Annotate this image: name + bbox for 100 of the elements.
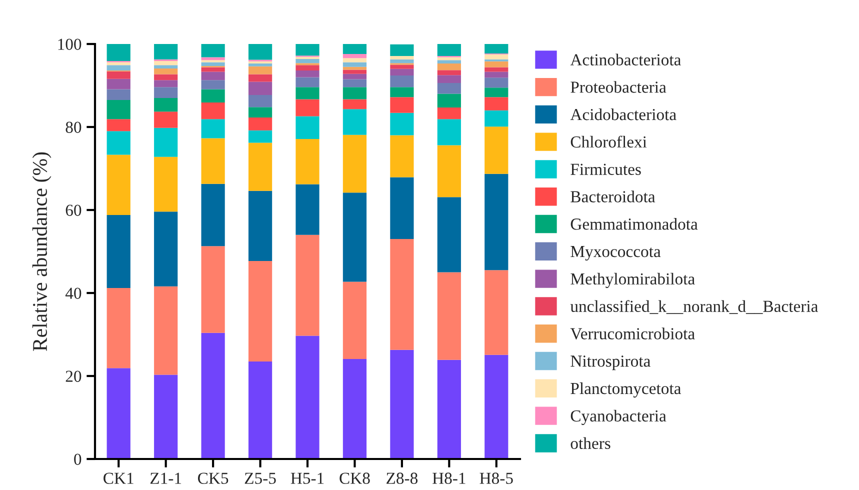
bar bbox=[154, 128, 178, 157]
bar bbox=[390, 350, 414, 459]
bar bbox=[248, 107, 272, 118]
y-tick-label: 0 bbox=[74, 454, 82, 465]
bar bbox=[484, 174, 508, 270]
x-tick-label: Z1-1 bbox=[150, 472, 182, 484]
bar bbox=[248, 74, 272, 82]
bar bbox=[296, 87, 320, 100]
bar bbox=[437, 75, 461, 84]
legend-label: Proteobacteria bbox=[570, 81, 666, 93]
legend-label: Planctomycetota bbox=[570, 382, 682, 398]
bar bbox=[106, 131, 130, 155]
y-tick-label: 80 bbox=[66, 122, 82, 133]
legend-label: Myxococcota bbox=[570, 246, 661, 261]
bar bbox=[342, 62, 367, 67]
bar bbox=[342, 134, 367, 193]
bar bbox=[201, 62, 225, 66]
bar bbox=[296, 116, 320, 140]
x-tick-label: CK1 bbox=[104, 472, 134, 484]
y-tick-label: 60 bbox=[66, 204, 82, 216]
bar bbox=[342, 358, 367, 459]
bar bbox=[342, 79, 367, 88]
y-tick-label: 100 bbox=[58, 38, 82, 50]
x-tick-label: Z5-5 bbox=[244, 472, 276, 484]
bar bbox=[437, 197, 461, 272]
bar bbox=[201, 89, 225, 103]
legend-label: others bbox=[570, 437, 610, 449]
legend-label: Verrucomicrobiota bbox=[570, 328, 695, 340]
bar bbox=[201, 332, 225, 459]
bar bbox=[106, 71, 130, 79]
bar bbox=[296, 58, 320, 64]
x-tick-label: CK5 bbox=[198, 472, 228, 484]
bar bbox=[484, 54, 508, 60]
bar bbox=[484, 78, 508, 88]
bar bbox=[437, 60, 461, 64]
bar bbox=[437, 83, 461, 94]
bar bbox=[154, 74, 178, 80]
bar bbox=[201, 138, 225, 184]
bar bbox=[154, 68, 178, 74]
bar bbox=[296, 70, 320, 78]
bar bbox=[201, 102, 225, 120]
bar bbox=[296, 139, 320, 184]
bar bbox=[296, 184, 320, 235]
bar bbox=[437, 94, 461, 108]
legend-label: Gemmatimonadota bbox=[570, 218, 698, 230]
legend-label: Acidobacteriota bbox=[570, 108, 676, 120]
bar bbox=[154, 87, 178, 98]
bar bbox=[342, 54, 367, 58]
bar bbox=[106, 368, 130, 459]
x-tick-label: H8-1 bbox=[432, 472, 466, 484]
bar bbox=[342, 192, 367, 282]
bar bbox=[201, 44, 225, 58]
bar bbox=[248, 361, 272, 459]
x-tick-label: H5-1 bbox=[290, 472, 324, 484]
bar bbox=[154, 65, 178, 68]
bar bbox=[484, 126, 508, 174]
bar bbox=[296, 77, 320, 88]
bar bbox=[484, 88, 508, 98]
bar bbox=[342, 58, 367, 62]
bar bbox=[437, 119, 461, 146]
bar bbox=[296, 234, 320, 336]
bar bbox=[342, 87, 367, 100]
bar bbox=[106, 65, 130, 71]
bar bbox=[484, 110, 508, 127]
bar bbox=[201, 184, 225, 246]
legend-label: Methylomirabilota bbox=[570, 272, 695, 288]
bar bbox=[248, 82, 272, 96]
bar bbox=[484, 61, 508, 68]
bar bbox=[342, 74, 367, 80]
bar bbox=[390, 135, 414, 178]
bar bbox=[248, 261, 272, 362]
bar bbox=[201, 72, 225, 80]
bar bbox=[201, 67, 225, 72]
bar bbox=[390, 56, 414, 60]
bar bbox=[201, 80, 225, 90]
bar bbox=[390, 239, 414, 350]
bar bbox=[248, 64, 272, 66]
bar bbox=[154, 112, 178, 128]
bar bbox=[342, 282, 367, 359]
x-tick-label: H8-5 bbox=[480, 472, 513, 484]
bar bbox=[437, 360, 461, 459]
bar bbox=[390, 64, 414, 69]
bar bbox=[437, 145, 461, 198]
y-tick-label: 20 bbox=[66, 370, 82, 382]
bar bbox=[437, 272, 461, 360]
bar bbox=[154, 212, 178, 286]
x-tick-label: CK8 bbox=[340, 472, 370, 484]
bar bbox=[390, 87, 414, 98]
bar bbox=[437, 64, 461, 70]
y-tick-label: 40 bbox=[65, 288, 82, 299]
bar bbox=[296, 65, 320, 71]
bar bbox=[154, 80, 178, 88]
bar bbox=[390, 97, 414, 113]
bar bbox=[342, 99, 367, 110]
bar bbox=[342, 109, 367, 135]
legend-label: Bacteroidota bbox=[570, 190, 656, 202]
bar bbox=[154, 156, 178, 212]
bar bbox=[296, 336, 320, 459]
y-axis-title: Relative abundance (%) bbox=[32, 152, 52, 351]
bar bbox=[437, 70, 461, 76]
